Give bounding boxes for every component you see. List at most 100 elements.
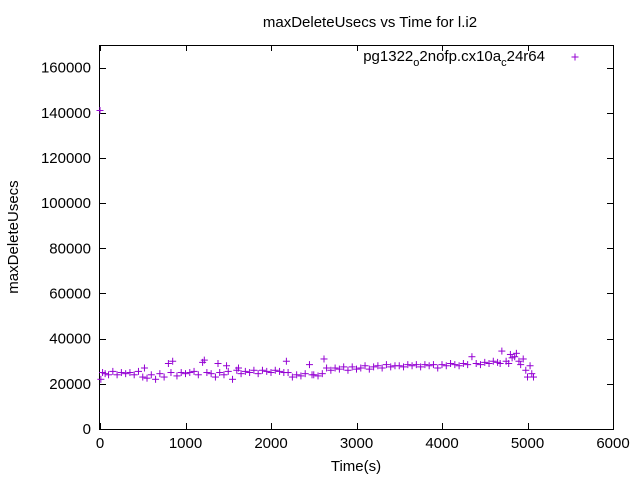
legend-label: pg1322o2nofp.cx10ac24r64 (363, 48, 545, 69)
data-point (404, 361, 412, 369)
data-point (318, 370, 326, 378)
x-axis-ticks: 0 1000 2000 3000 4000 5000 6000 (96, 45, 630, 452)
y-axis-label: maxDeleteUsecs (5, 180, 22, 293)
data-point (387, 363, 395, 371)
data-point (526, 362, 534, 370)
data-point (160, 373, 168, 381)
data-point (320, 355, 328, 363)
data-point (301, 370, 309, 378)
data-point (382, 361, 390, 369)
legend-marker (571, 53, 579, 61)
data-point (517, 361, 525, 369)
data-point (223, 362, 231, 370)
data-point (361, 362, 369, 370)
data-point (200, 356, 208, 364)
data-point (529, 373, 537, 381)
data-point (370, 363, 378, 371)
data-point (139, 373, 147, 381)
data-point (429, 361, 437, 369)
data-point (374, 362, 382, 370)
data-point (237, 370, 245, 378)
plot-frame (99, 45, 614, 430)
data-point (496, 359, 504, 367)
data-point (498, 347, 506, 355)
y-tick-label: 80000 (49, 240, 91, 257)
data-point (528, 370, 536, 378)
data-point (365, 365, 373, 373)
y-tick-label: 120000 (41, 150, 91, 167)
data-point (340, 363, 348, 371)
data-point (357, 364, 365, 372)
data-point (140, 364, 148, 372)
data-point (468, 353, 476, 361)
data-point (395, 362, 403, 370)
data-point (113, 371, 121, 379)
data-point (476, 361, 484, 369)
data-point (400, 363, 408, 371)
data-point (241, 367, 249, 375)
data-point (105, 371, 113, 379)
data-point (271, 366, 279, 374)
data-point (425, 362, 433, 370)
data-point (207, 370, 215, 378)
data-point (464, 361, 472, 369)
data-point (152, 375, 160, 383)
data-point (442, 362, 450, 370)
y-tick-label: 160000 (41, 60, 91, 77)
data-point (134, 367, 142, 375)
data-point (130, 371, 138, 379)
data-point (156, 370, 164, 378)
data-point (524, 373, 531, 381)
data-point (472, 359, 480, 367)
data-point (455, 362, 463, 370)
data-point (258, 366, 266, 374)
data-point (216, 369, 224, 377)
data-point (511, 353, 519, 361)
data-point (314, 372, 322, 380)
data-point (246, 369, 254, 377)
data-point (331, 364, 339, 372)
data-point (169, 357, 177, 365)
y-tick-label: 20000 (49, 376, 91, 393)
data-point (412, 361, 420, 369)
data-point (447, 359, 455, 367)
data-point (408, 362, 416, 370)
data-point (421, 361, 429, 369)
data-point (512, 349, 520, 357)
data-point (344, 366, 352, 374)
x-tick-label: 2000 (254, 435, 287, 452)
y-tick-label: 60000 (49, 285, 91, 302)
data-point (310, 371, 318, 379)
data-point (101, 370, 109, 378)
data-point (451, 361, 459, 369)
x-axis-label: Time(s) (331, 458, 381, 475)
data-point (250, 366, 258, 374)
data-point (224, 367, 232, 375)
data-point (515, 357, 523, 365)
x-tick-label: 1000 (169, 435, 202, 452)
data-point (122, 370, 130, 378)
data-point (229, 375, 237, 383)
x-tick-label: 6000 (596, 435, 629, 452)
data-point (335, 365, 343, 373)
data-point (220, 371, 228, 379)
data-point (177, 369, 185, 377)
data-point (378, 364, 386, 372)
y-tick-label: 0 (83, 421, 91, 438)
data-point (434, 364, 442, 372)
data-point (235, 364, 243, 372)
data-point (297, 372, 305, 380)
data-point (305, 361, 313, 369)
data-point (126, 369, 134, 377)
data-point (214, 359, 222, 367)
chart-title: maxDeleteUsecs vs Time for l.i2 (263, 14, 477, 31)
data-point (186, 369, 194, 377)
legend-plus-icon (571, 53, 579, 61)
y-tick-label: 100000 (41, 195, 91, 212)
data-point (353, 365, 360, 373)
data-point (438, 361, 446, 369)
data-point (519, 355, 527, 363)
data-point (173, 372, 181, 380)
data-point (417, 363, 425, 371)
y-tick-label: 140000 (41, 105, 91, 122)
